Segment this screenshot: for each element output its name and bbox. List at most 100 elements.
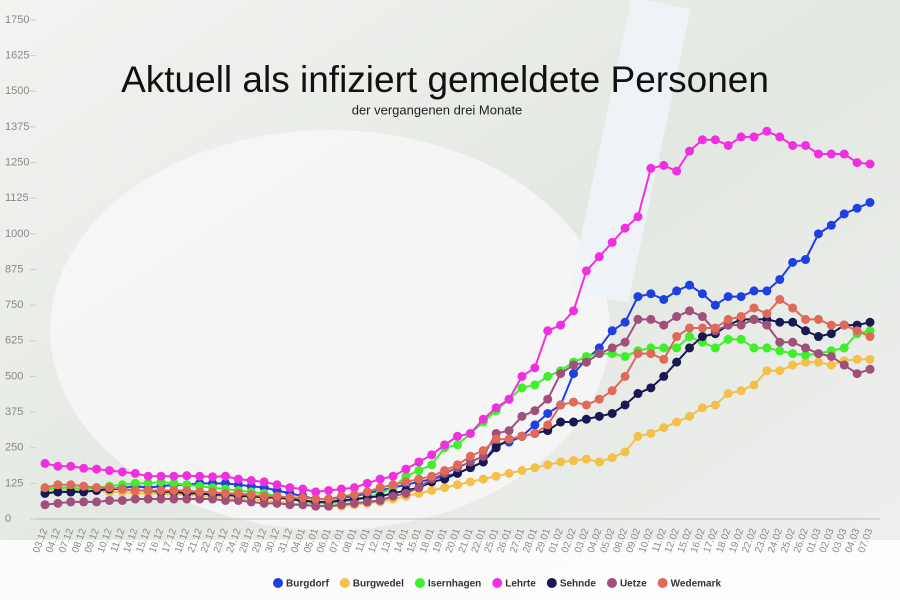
data-point <box>581 414 591 424</box>
data-point <box>440 483 450 493</box>
data-point <box>182 471 192 481</box>
data-point <box>440 466 450 476</box>
data-point <box>453 480 462 490</box>
data-point <box>92 464 102 474</box>
data-point <box>375 483 385 493</box>
y-tick-label: 500 <box>5 370 23 382</box>
data-point <box>130 485 140 495</box>
data-point <box>723 314 733 324</box>
data-point <box>633 389 643 399</box>
data-point <box>156 471 166 481</box>
data-point <box>427 450 437 460</box>
data-point <box>169 471 179 481</box>
data-point <box>569 360 579 370</box>
data-point <box>672 343 682 353</box>
data-point <box>659 371 669 381</box>
data-point <box>736 132 746 142</box>
data-point <box>620 351 630 361</box>
data-point <box>697 403 707 413</box>
data-point <box>117 467 127 477</box>
data-point <box>104 483 114 493</box>
data-point <box>195 494 205 504</box>
data-point <box>788 257 798 267</box>
data-point <box>311 494 321 504</box>
data-point <box>839 343 849 353</box>
data-point <box>259 498 269 508</box>
data-point <box>762 309 772 319</box>
data-point <box>839 149 849 159</box>
data-point <box>130 494 140 504</box>
data-point <box>53 487 63 497</box>
data-point <box>311 487 321 497</box>
data-point <box>633 292 643 302</box>
data-point <box>401 488 411 498</box>
data-point <box>349 490 359 500</box>
data-point <box>697 323 707 333</box>
data-point <box>813 332 823 342</box>
data-point <box>272 491 282 501</box>
data-point <box>749 380 759 390</box>
data-point <box>672 332 682 342</box>
data-point <box>427 485 437 495</box>
data-point <box>478 446 488 456</box>
data-point <box>865 159 875 169</box>
legend-background <box>0 540 900 600</box>
data-point <box>672 357 682 367</box>
data-point <box>569 369 579 379</box>
data-point <box>826 220 836 230</box>
data-point <box>672 286 682 296</box>
data-point <box>607 237 617 247</box>
data-point <box>788 337 798 347</box>
data-point <box>620 400 630 410</box>
data-point <box>775 317 785 327</box>
data-point <box>697 289 707 299</box>
data-point <box>336 484 346 494</box>
data-point <box>581 266 591 276</box>
data-point <box>66 497 76 507</box>
data-point <box>775 132 785 142</box>
data-point <box>311 501 321 511</box>
data-point <box>581 400 591 410</box>
data-point <box>92 497 102 507</box>
y-tick-label: 250 <box>5 442 23 454</box>
data-point <box>362 487 372 497</box>
data-point <box>246 497 256 507</box>
data-point <box>530 420 540 430</box>
y-tick-label: 1250 <box>5 156 29 168</box>
data-point <box>852 326 862 336</box>
data-point <box>195 487 205 497</box>
data-point <box>556 400 566 410</box>
legend-label: Burgwedel <box>353 579 404 590</box>
data-point <box>233 488 243 498</box>
data-point <box>208 487 218 497</box>
data-point <box>762 366 772 376</box>
data-point <box>672 417 682 427</box>
data-point <box>749 314 759 324</box>
data-point <box>865 332 875 342</box>
data-point <box>504 434 514 444</box>
data-point <box>233 474 243 484</box>
data-point <box>801 314 811 324</box>
data-point <box>659 354 669 364</box>
data-point <box>852 203 862 213</box>
data-point <box>504 426 514 436</box>
data-point <box>607 408 617 418</box>
data-point <box>66 461 76 471</box>
data-point <box>504 394 514 404</box>
data-point <box>826 360 836 370</box>
data-point <box>53 480 63 490</box>
data-point <box>826 149 836 159</box>
data-point <box>53 498 63 508</box>
data-point <box>788 349 798 359</box>
data-point <box>762 126 772 136</box>
data-point <box>788 303 798 313</box>
data-point <box>246 490 256 500</box>
data-point <box>801 326 811 336</box>
y-tick-label: 1375 <box>5 121 29 133</box>
data-point <box>530 406 540 416</box>
legend-marker <box>339 578 350 588</box>
data-point <box>104 466 114 476</box>
data-point <box>427 460 437 470</box>
